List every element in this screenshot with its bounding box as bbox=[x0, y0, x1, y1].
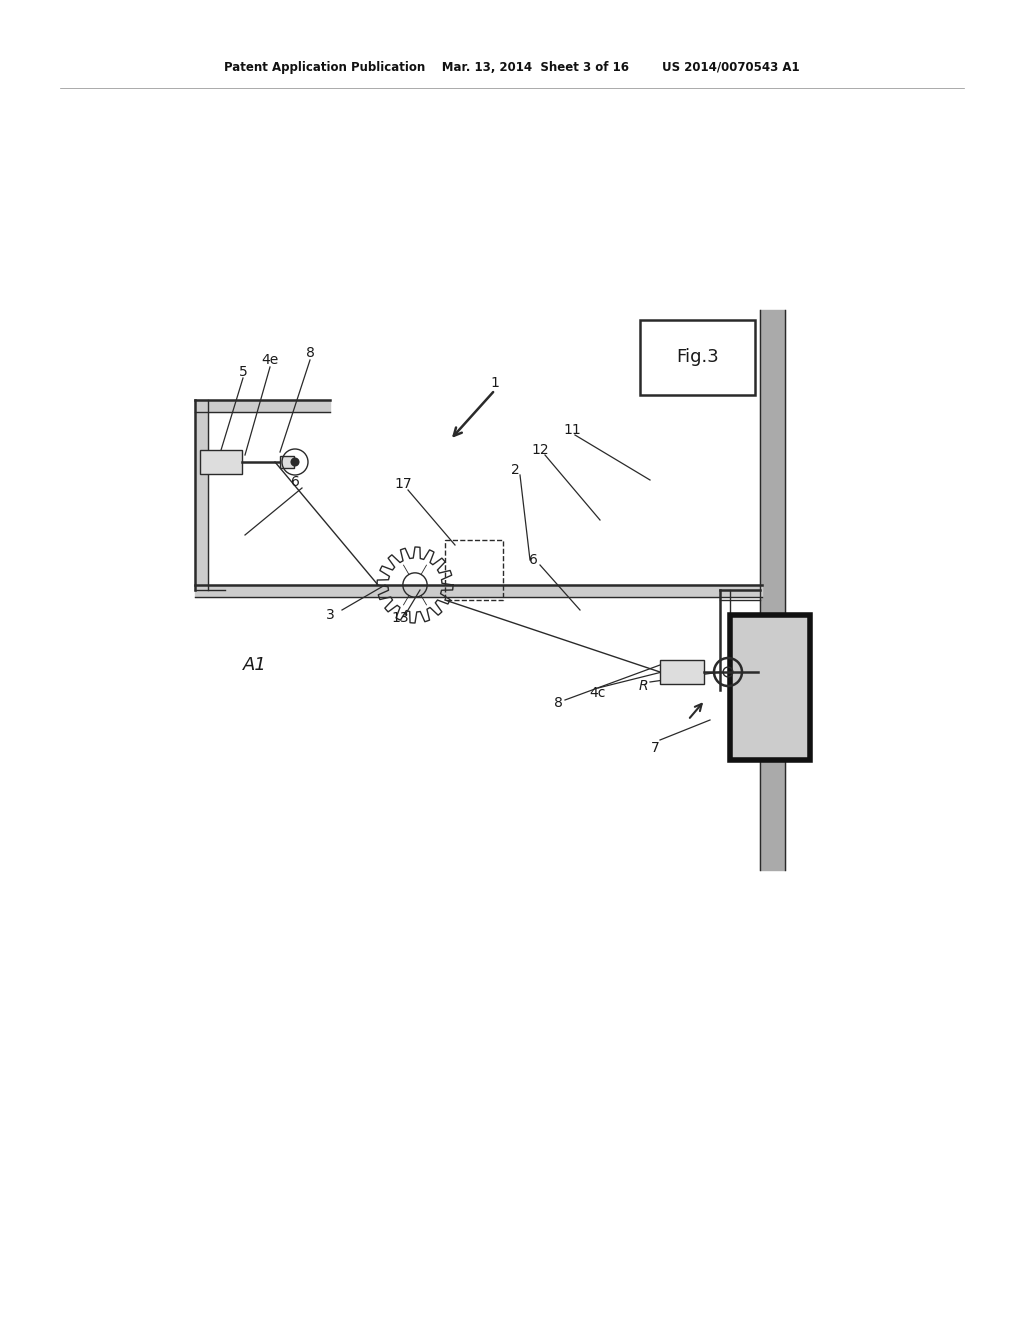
Bar bbox=[640, 319, 755, 395]
Text: 6: 6 bbox=[291, 475, 299, 488]
Circle shape bbox=[291, 458, 300, 466]
Text: 2: 2 bbox=[511, 463, 519, 477]
Text: 1: 1 bbox=[490, 376, 500, 389]
Text: 17: 17 bbox=[394, 477, 412, 491]
Bar bbox=[280, 455, 294, 469]
Text: 4e: 4e bbox=[261, 352, 279, 367]
Bar bbox=[660, 660, 705, 684]
Text: 12: 12 bbox=[531, 444, 549, 457]
Bar bbox=[730, 615, 810, 760]
Text: 5: 5 bbox=[239, 366, 248, 379]
Text: 6: 6 bbox=[528, 553, 538, 568]
Text: 7: 7 bbox=[650, 741, 659, 755]
Text: Fig.3: Fig.3 bbox=[676, 348, 719, 367]
Text: 11: 11 bbox=[563, 422, 581, 437]
Text: 3: 3 bbox=[326, 609, 335, 622]
Bar bbox=[445, 540, 503, 601]
Text: R: R bbox=[638, 678, 648, 693]
Text: Patent Application Publication    Mar. 13, 2014  Sheet 3 of 16        US 2014/00: Patent Application Publication Mar. 13, … bbox=[224, 62, 800, 74]
Text: A1: A1 bbox=[243, 656, 267, 675]
Text: 13: 13 bbox=[391, 611, 409, 624]
Text: 8: 8 bbox=[554, 696, 562, 710]
Bar bbox=[200, 450, 242, 474]
Text: 4c: 4c bbox=[590, 686, 606, 700]
Text: 8: 8 bbox=[305, 346, 314, 360]
